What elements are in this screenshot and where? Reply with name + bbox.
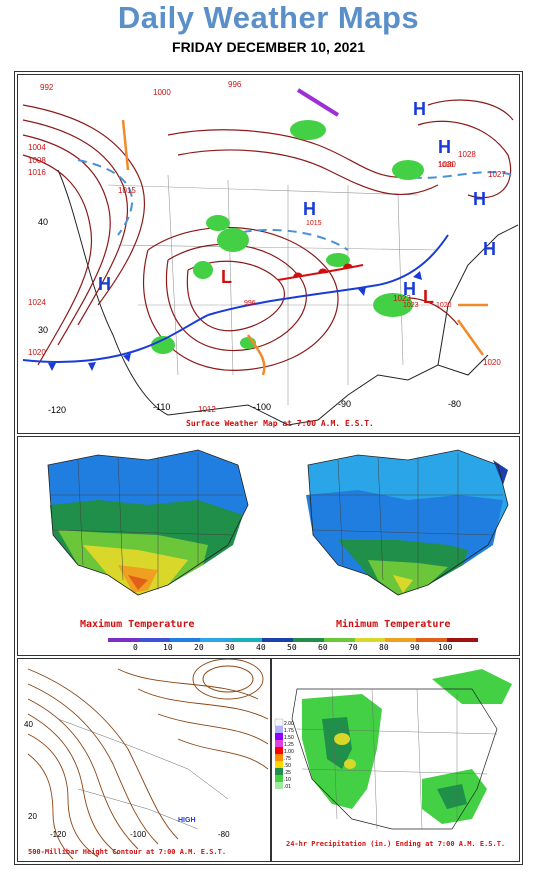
warm-front	[277, 263, 364, 281]
scale-tick: 90	[410, 643, 420, 652]
legend-value: .25	[284, 770, 291, 776]
lon-label: -80	[218, 830, 230, 839]
precip-legend	[274, 718, 284, 789]
page-date: FRIDAY DECEMBER 10, 2021	[172, 39, 365, 55]
scale-tick: 0	[133, 643, 138, 652]
high-pressure-center: H	[473, 189, 486, 209]
min-temp-label: Minimum Temperature	[336, 619, 451, 630]
isobar-label: 1004	[28, 143, 46, 152]
pressure-value: 996	[244, 300, 256, 307]
temperature-color-bar	[108, 638, 478, 642]
pressure-value: 1020	[436, 302, 452, 309]
lon-label: -120	[50, 830, 67, 839]
lon-label: -110	[153, 402, 170, 412]
high-pressure-center: H	[403, 279, 416, 299]
height-500mb-map: 40 20 -120 -100 -80 HIGH	[24, 659, 269, 860]
isobar-label: 1027	[488, 170, 506, 179]
maps-frame: 40 30 -120 -110 -100 -90 -80 992 996 100…	[14, 71, 523, 865]
low-pressure-center: L	[423, 287, 434, 307]
isobar-label: 1020	[28, 348, 46, 357]
precip-panel[interactable]: 2.00 1.75 1.50 1.25 1.00 .75 .50 .25 .10…	[271, 658, 520, 862]
high-pressure-center: H	[98, 274, 111, 294]
lat-label: 20	[28, 812, 37, 821]
lat-label: 40	[24, 720, 33, 729]
surface-map-panel[interactable]: 40 30 -120 -110 -100 -90 -80 992 996 100…	[17, 74, 520, 434]
isobar-label: 1012	[198, 405, 216, 414]
high-pressure-center: H	[303, 199, 316, 219]
legend-value: 1.75	[284, 728, 294, 734]
scale-tick: 50	[287, 643, 297, 652]
high-pressure-center: H	[438, 137, 451, 157]
isobar-label: 992	[40, 83, 54, 92]
scale-tick: 40	[256, 643, 266, 652]
isobar-label: 1000	[153, 88, 171, 97]
scale-tick: 70	[348, 643, 358, 652]
legend-value: .01	[284, 784, 291, 790]
isobar-label: 1030	[438, 160, 456, 169]
temperature-panel[interactable]: Maximum Temperature Minimum Temperature …	[17, 436, 520, 656]
isobar-label: 1016	[28, 168, 46, 177]
scale-tick: 100	[438, 643, 453, 652]
low-pressure-center: L	[221, 267, 232, 287]
scale-tick: 80	[379, 643, 389, 652]
isobar-label: 1023	[393, 294, 411, 303]
isobar-label: 1020	[483, 358, 501, 367]
lon-label: -100	[130, 830, 147, 839]
precip-map: 2.00 1.75 1.50 1.25 1.00 .75 .50 .25 .10…	[274, 669, 512, 830]
isobar-label: 996	[228, 80, 242, 89]
legend-value: 1.00	[284, 749, 294, 755]
pressure-value: 1015	[306, 220, 322, 227]
scale-tick: 20	[194, 643, 204, 652]
legend-value: .10	[284, 777, 291, 783]
lat-label: 30	[38, 325, 48, 335]
isobar-label: 1015	[118, 186, 136, 195]
isobar-label: 1024	[28, 298, 46, 307]
high-pressure-center: H	[413, 99, 426, 119]
cold-front	[22, 234, 449, 371]
temperature-scale: 0 10 20 30 40 50 60 70 80 90 100	[108, 638, 478, 653]
isobar-label: 1008	[28, 156, 46, 165]
surface-map: 40 30 -120 -110 -100 -90 -80 992 996 100…	[22, 80, 519, 426]
lon-label: -80	[448, 399, 461, 409]
scale-tick: 60	[318, 643, 328, 652]
page-title: Daily Weather Maps	[117, 0, 420, 35]
lon-label: -120	[48, 405, 66, 415]
lon-label: -90	[338, 399, 351, 409]
lat-label: 40	[38, 217, 48, 227]
pressure-value: 1023	[403, 302, 419, 309]
height-500mb-panel[interactable]: 40 20 -120 -100 -80 HIGH 500-Millibar He…	[17, 658, 271, 862]
precip-caption: 24-hr Precipitation (in.) Ending at 7:00…	[286, 840, 506, 848]
scale-tick: 10	[163, 643, 173, 652]
max-temp-label: Maximum Temperature	[80, 619, 195, 630]
height-500mb-caption: 500-Millibar Height Contour at 7:00 A.M.…	[28, 848, 227, 856]
legend-value: 2.00	[284, 721, 294, 727]
min-temp-map	[306, 449, 509, 596]
legend-value: 1.50	[284, 735, 294, 741]
legend-value: .75	[284, 756, 291, 762]
surface-map-caption: Surface Weather Map at 7:00 A.M. E.S.T.	[186, 419, 374, 428]
legend-value: 1.25	[284, 742, 294, 748]
lon-label: -100	[253, 402, 271, 412]
max-temp-map	[47, 449, 249, 596]
legend-value: .50	[284, 763, 291, 769]
high-pressure-center: H	[483, 239, 496, 259]
pressure-value: 1030	[438, 162, 454, 169]
high-center-label: HIGH	[178, 817, 196, 824]
isobar-label: 1028	[458, 150, 476, 159]
scale-tick: 30	[225, 643, 235, 652]
